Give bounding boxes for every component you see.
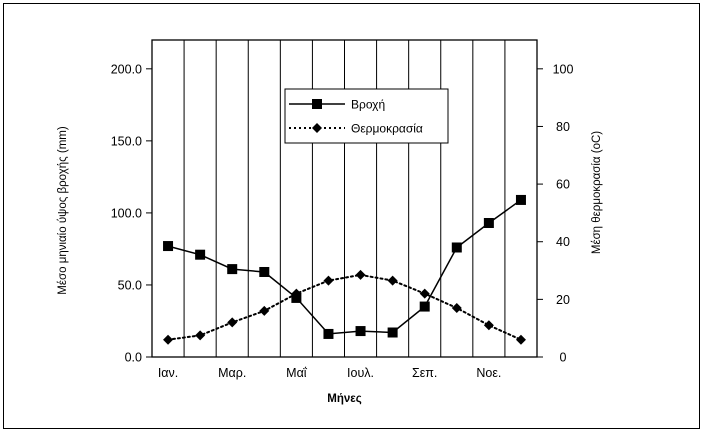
right-tick-label: 80 — [556, 120, 570, 134]
x-axis-title: Μήνες — [327, 393, 361, 405]
rain-data-point — [419, 301, 430, 312]
rain-data-point — [451, 242, 462, 253]
legend-box — [284, 88, 449, 144]
left-axis-title: Μέσο μηνιαίο ύψος βροχής (mm) — [57, 126, 69, 295]
x-tick-label: Ιαν. — [158, 366, 178, 380]
plot-area — [151, 39, 538, 358]
rain-data-point — [483, 217, 494, 228]
rain-data-point — [355, 326, 366, 337]
left-axis-ticks: 0.0 50.0 100.0 150.0 200.0 — [111, 62, 152, 365]
right-tick-label: 0 — [560, 351, 567, 365]
temperature-data-point — [195, 330, 206, 341]
right-axis-title: Μέση θερμοκρασία (oC) — [591, 131, 603, 254]
left-tick-label: 50.0 — [118, 278, 142, 292]
temperature-data-point — [419, 288, 430, 299]
right-tick-label: 20 — [556, 293, 570, 307]
temperature-data-point — [259, 305, 270, 316]
temperature-data-point — [387, 275, 398, 286]
chart-frame — [3, 3, 700, 429]
temperature-data-point — [451, 303, 462, 314]
x-tick-label: Μαΐ — [286, 366, 308, 380]
right-tick-label: 40 — [556, 235, 570, 249]
legend: Βροχή Θερμοκρασία — [284, 88, 449, 144]
left-tick-label: 0.0 — [125, 351, 142, 365]
rain-data-point — [227, 264, 238, 275]
rain-data-point — [323, 328, 334, 339]
x-tick-label: Ιουλ. — [347, 366, 374, 380]
x-axis-ticks: Ιαν. Μαρ. Μαΐ Ιουλ. Σεπ. Νοε. — [158, 366, 502, 380]
x-tick-label: Νοε. — [476, 366, 501, 380]
x-tick-label: Μαρ. — [218, 366, 246, 380]
right-axis-ticks: 0 20 40 60 80 100 — [537, 62, 574, 365]
temperature-data-point — [483, 320, 494, 331]
temperature-data-point — [355, 269, 366, 280]
legend-rain-marker — [312, 99, 322, 109]
temperature-data-point — [163, 334, 174, 345]
legend-rain-label: Βροχή — [351, 98, 385, 112]
left-tick-label: 200.0 — [111, 62, 142, 76]
left-tick-label: 100.0 — [111, 206, 142, 220]
temperature-data-point — [515, 334, 526, 345]
left-tick-label: 150.0 — [111, 134, 142, 148]
legend-temperature-marker — [312, 123, 322, 133]
series-layer — [163, 194, 526, 345]
temperature-data-point — [291, 288, 302, 299]
x-tick-label: Σεπ. — [412, 366, 437, 380]
rain-data-point — [387, 327, 398, 338]
temperature-data-point — [323, 275, 334, 286]
rain-data-point — [515, 194, 526, 205]
rain-data-point — [259, 266, 270, 277]
rain-series-line — [167, 199, 522, 335]
right-tick-label: 60 — [556, 178, 570, 192]
temperature-series-line — [167, 273, 522, 341]
legend-temperature-label: Θερμοκρασία — [351, 122, 423, 136]
rain-data-point — [195, 249, 206, 260]
right-tick-label: 100 — [553, 62, 574, 76]
rain-data-point — [163, 241, 174, 252]
temperature-data-point — [227, 317, 238, 328]
